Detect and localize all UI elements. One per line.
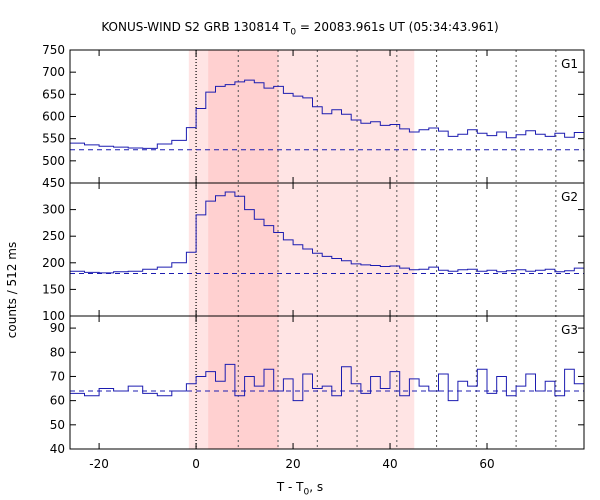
x-tick-label-60: 60 <box>479 457 494 471</box>
y-tick-label-G2-250: 250 <box>42 229 65 243</box>
x-tick-label-40: 40 <box>382 457 397 471</box>
y-tick-label-G2-100: 100 <box>42 309 65 323</box>
y-tick-label-G2-150: 150 <box>42 282 65 296</box>
panel-label-G3: G3 <box>561 323 578 337</box>
y-tick-label-G2-200: 200 <box>42 256 65 270</box>
y-tick-label-G3-50: 50 <box>50 418 65 432</box>
y-tick-label-G3-40: 40 <box>50 442 65 456</box>
series-line-G1 <box>70 79 585 149</box>
x-tick-label-20: 20 <box>285 457 300 471</box>
y-tick-label-G3-70: 70 <box>50 369 65 383</box>
chart-title: KONUS-WIND S2 GRB 130814 T0 = 20083.961s… <box>101 20 499 38</box>
y-tick-label-G3-60: 60 <box>50 394 65 408</box>
x-axis-label: T - T0, s <box>276 480 324 498</box>
shaded-interval-1 <box>208 50 279 449</box>
y-tick-label-G1-450: 450 <box>42 176 65 190</box>
x-tick-label--20: -20 <box>89 457 109 471</box>
panel-frame-G3 <box>69 315 585 450</box>
y-tick-label-G1-550: 550 <box>42 132 65 146</box>
panel-label-G2: G2 <box>561 190 578 204</box>
panel-label-G1: G1 <box>561 57 578 71</box>
x-tick-label-0: 0 <box>192 457 200 471</box>
series-line-G2 <box>70 191 585 274</box>
y-axis-label: counts / 512 ms <box>5 241 19 339</box>
y-tick-label-G3-80: 80 <box>50 345 65 359</box>
y-tick-label-G1-600: 600 <box>42 110 65 124</box>
y-tick-label-G3-90: 90 <box>50 321 65 335</box>
y-tick-label-G1-650: 650 <box>42 87 65 101</box>
y-tick-label-G1-500: 500 <box>42 154 65 168</box>
y-tick-label-G1-700: 700 <box>42 65 65 79</box>
y-tick-label-G2-300: 300 <box>42 203 65 217</box>
series-line-G3 <box>70 363 585 402</box>
y-tick-label-G1-750: 750 <box>42 43 65 57</box>
